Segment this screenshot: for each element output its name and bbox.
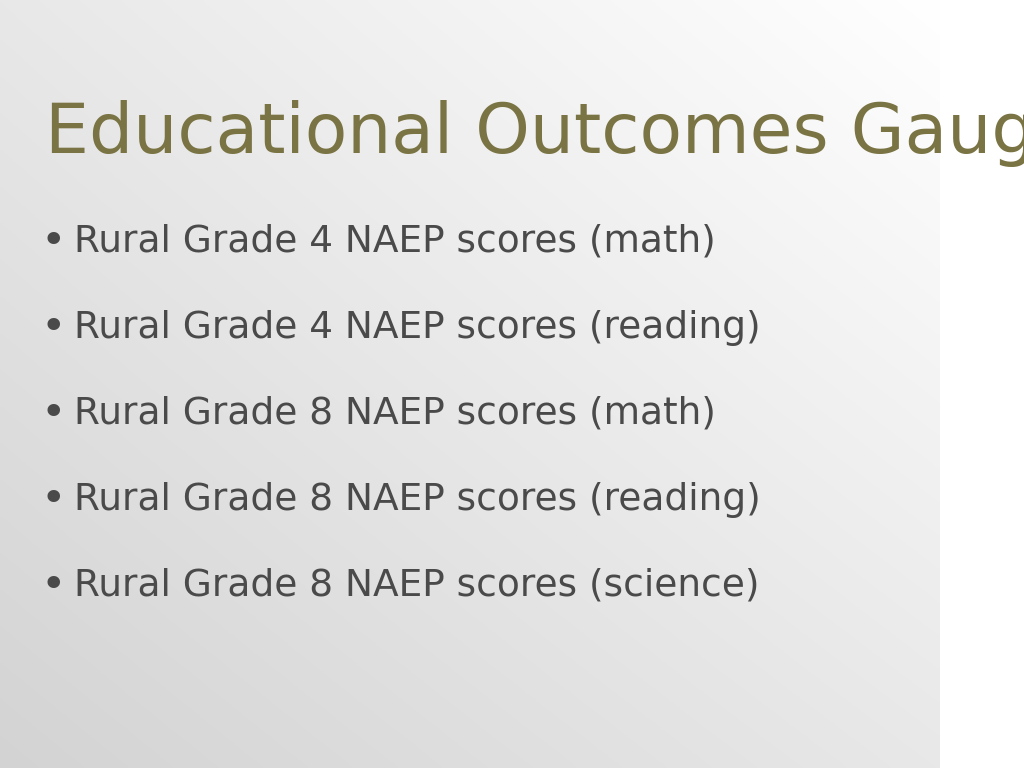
Text: Rural Grade 8 NAEP scores (math): Rural Grade 8 NAEP scores (math) [74,396,716,432]
Text: •: • [41,221,66,263]
Text: Rural Grade 8 NAEP scores (science): Rural Grade 8 NAEP scores (science) [74,568,759,604]
Text: Rural Grade 4 NAEP scores (math): Rural Grade 4 NAEP scores (math) [74,224,716,260]
Text: •: • [41,479,66,521]
Text: Educational Outcomes Gauge: Educational Outcomes Gauge [45,100,1024,167]
Text: Rural Grade 4 NAEP scores (reading): Rural Grade 4 NAEP scores (reading) [74,310,761,346]
Text: •: • [41,393,66,435]
Text: Rural Grade 8 NAEP scores (reading): Rural Grade 8 NAEP scores (reading) [74,482,761,518]
Text: •: • [41,565,66,607]
Text: 17: 17 [966,681,997,705]
Text: •: • [41,307,66,349]
